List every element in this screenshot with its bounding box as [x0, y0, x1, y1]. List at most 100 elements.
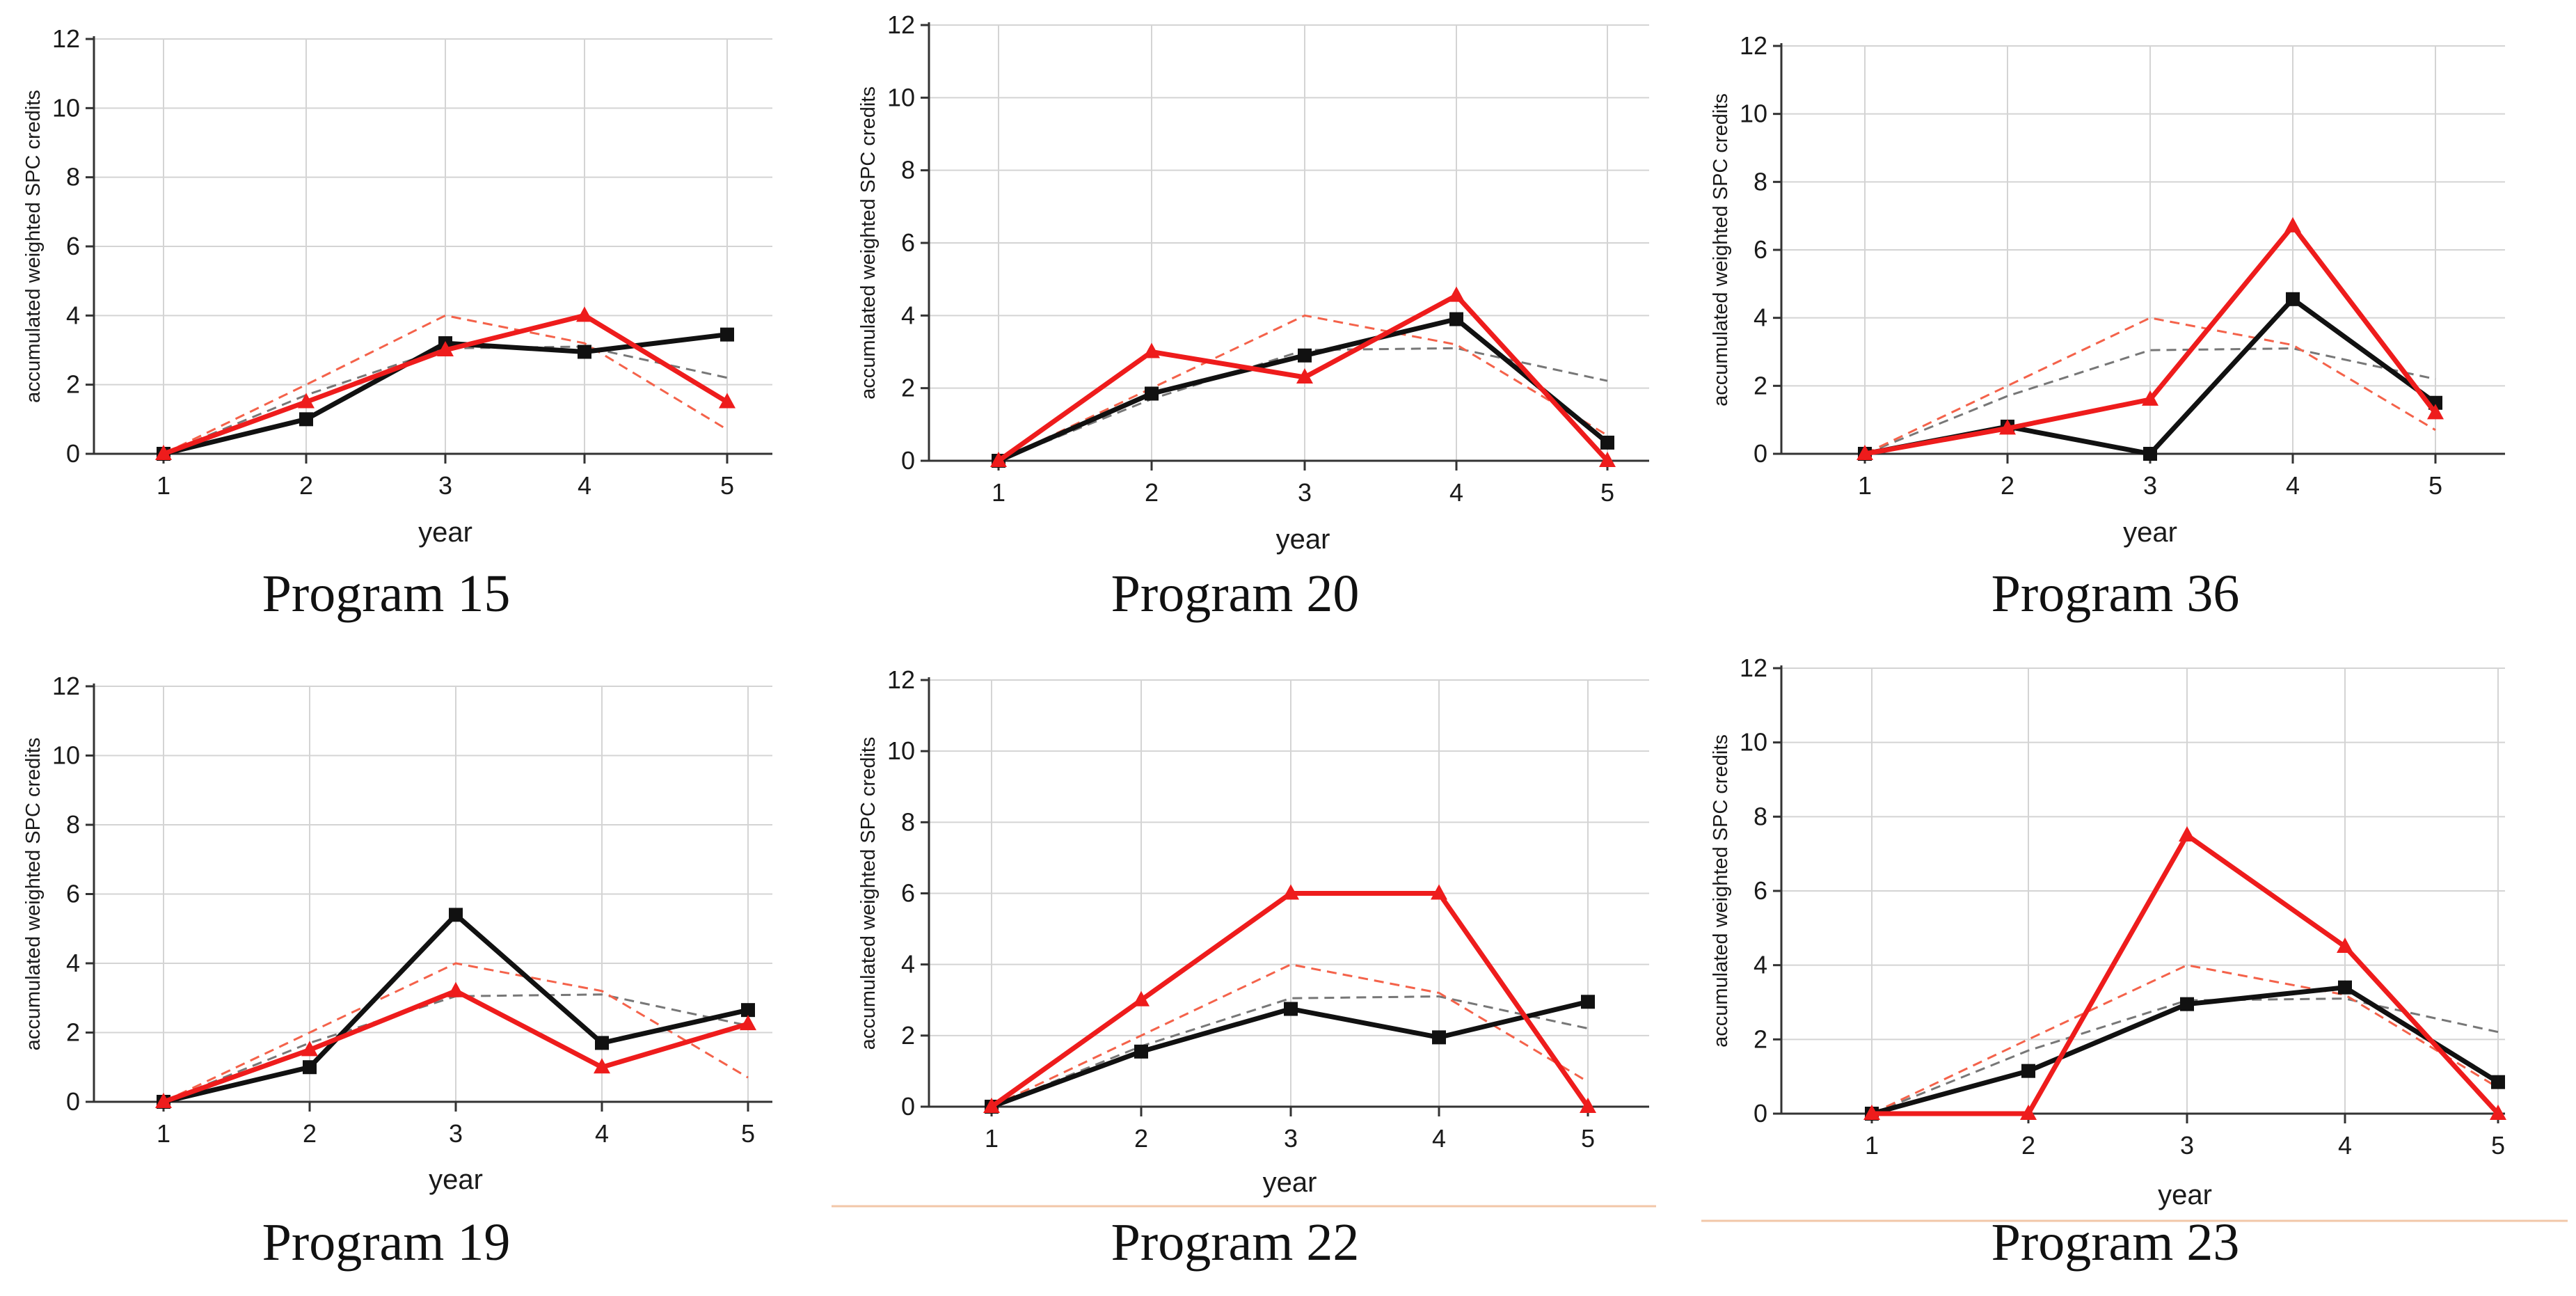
- data-point-triangle: [2284, 216, 2301, 232]
- data-point-square: [595, 1036, 609, 1050]
- y-tick-label: 6: [1754, 876, 1767, 905]
- y-tick-label: 10: [52, 93, 80, 122]
- x-tick-label: 2: [303, 1119, 317, 1148]
- chart-title: Program 19: [262, 1213, 511, 1272]
- y-tick-label: 12: [1740, 654, 1767, 682]
- data-point-square: [299, 412, 313, 427]
- y-tick-label: 6: [901, 879, 915, 908]
- y-tick-label: 6: [66, 880, 80, 908]
- y-tick-label: 8: [901, 156, 915, 184]
- x-tick-label: 2: [2001, 471, 2014, 500]
- y-tick-label: 0: [901, 446, 915, 475]
- x-tick-label: 1: [1858, 471, 1872, 500]
- data-point-square: [1449, 312, 1463, 326]
- data-point-triangle: [155, 1093, 172, 1108]
- y-tick-label: 2: [66, 1018, 80, 1047]
- data-point-triangle: [1282, 884, 1299, 900]
- y-axis-title: accumulated weighted SPC credits: [1710, 734, 1732, 1048]
- data-point-square: [1600, 435, 1614, 450]
- x-tick-label: 4: [578, 471, 591, 500]
- x-tick-label: 3: [449, 1119, 463, 1148]
- data-point-triangle: [1296, 368, 1313, 384]
- x-tick-label: 1: [157, 1119, 170, 1148]
- data-point-triangle: [301, 1041, 318, 1057]
- series-line-reference-gray-dashed: [1864, 347, 2436, 455]
- y-tick-label: 10: [1740, 100, 1767, 128]
- data-point-square: [2491, 1075, 2505, 1089]
- data-point-square: [720, 327, 734, 342]
- series-line-reference-red-dashed: [163, 962, 749, 1103]
- x-tick-label: 3: [438, 471, 452, 500]
- y-tick-label: 10: [1740, 728, 1767, 757]
- data-point-triangle: [719, 393, 736, 409]
- y-tick-label: 6: [1754, 235, 1767, 264]
- data-point-triangle: [2490, 1105, 2506, 1120]
- x-axis-title: year: [2158, 1180, 2212, 1210]
- y-tick-label: 10: [887, 83, 915, 111]
- y-tick-label: 2: [1754, 371, 1767, 400]
- x-tick-label: 3: [2180, 1131, 2194, 1160]
- y-tick-label: 0: [66, 439, 80, 468]
- y-tick-label: 0: [66, 1087, 80, 1116]
- series-line-reference-red-dashed: [998, 314, 1608, 462]
- data-point-triangle: [1133, 990, 1150, 1006]
- data-point-square: [1284, 1002, 1298, 1016]
- y-axis-title: accumulated weighted SPC credits: [857, 737, 880, 1050]
- data-point-triangle: [990, 452, 1007, 467]
- x-axis-title: year: [1276, 524, 1330, 555]
- data-point-triangle: [2337, 938, 2353, 953]
- x-tick-label: 5: [1581, 1124, 1595, 1153]
- data-point-triangle: [1580, 1098, 1596, 1113]
- series-line-black-squares: [990, 999, 1589, 1109]
- y-tick-label: 10: [52, 741, 80, 770]
- x-tick-label: 2: [299, 471, 313, 500]
- x-tick-label: 3: [1298, 478, 1312, 507]
- data-point-square: [2021, 1064, 2035, 1078]
- x-tick-label: 5: [720, 471, 734, 500]
- y-tick-label: 12: [887, 10, 915, 39]
- data-point-triangle: [2179, 826, 2195, 841]
- y-tick-label: 12: [52, 672, 80, 700]
- x-tick-label: 3: [1284, 1124, 1298, 1153]
- y-tick-label: 6: [901, 228, 915, 257]
- y-axis-title: accumulated weighted SPC credits: [22, 90, 45, 403]
- x-tick-label: 4: [1449, 478, 1463, 507]
- y-tick-label: 6: [66, 232, 80, 260]
- chart-title: Program 23: [1991, 1213, 2240, 1272]
- data-point-triangle: [1143, 342, 1160, 358]
- data-point-triangle: [2020, 1105, 2037, 1120]
- data-point-square: [303, 1060, 317, 1075]
- data-point-square: [1298, 348, 1312, 363]
- x-axis-title: year: [429, 1164, 483, 1195]
- series-line-black-squares: [997, 317, 1609, 464]
- data-point-square: [741, 1003, 755, 1018]
- y-tick-label: 10: [887, 736, 915, 765]
- x-tick-label: 4: [595, 1119, 609, 1148]
- y-tick-label: 12: [1740, 31, 1767, 60]
- y-tick-label: 12: [52, 24, 80, 53]
- y-tick-label: 8: [66, 163, 80, 191]
- x-axis-title: year: [418, 517, 472, 548]
- x-tick-label: 1: [1865, 1131, 1879, 1160]
- x-tick-label: 2: [1145, 478, 1159, 507]
- y-tick-label: 4: [66, 301, 80, 329]
- y-axis-title: accumulated weighted SPC credits: [1710, 93, 1732, 406]
- series-line-red-triangles: [1872, 832, 2500, 1116]
- data-point-square: [449, 908, 463, 922]
- data-point-square: [1432, 1030, 1446, 1045]
- data-point-triangle: [740, 1015, 756, 1031]
- data-point-triangle: [298, 393, 315, 409]
- x-tick-label: 1: [157, 471, 170, 500]
- y-tick-label: 4: [66, 949, 80, 977]
- data-point-square: [578, 345, 591, 359]
- data-point-triangle: [1448, 286, 1465, 302]
- data-point-triangle: [983, 1098, 1000, 1113]
- x-tick-label: 4: [1432, 1124, 1446, 1153]
- y-tick-label: 0: [1754, 1099, 1767, 1128]
- chart-title: Program 22: [1111, 1213, 1360, 1272]
